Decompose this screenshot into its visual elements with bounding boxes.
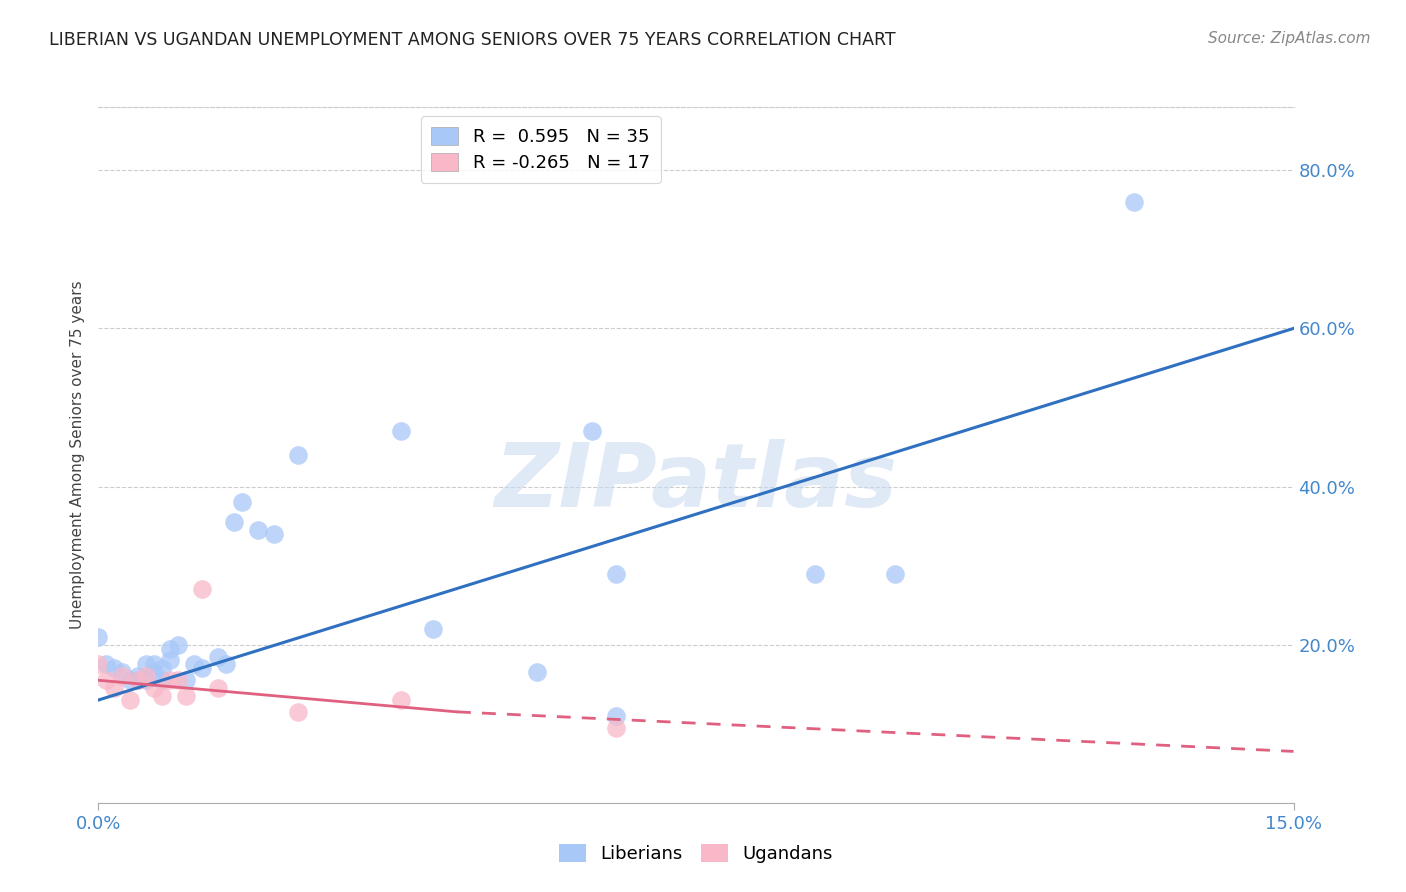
Point	[135, 657, 157, 672]
Point	[167, 638, 190, 652]
Point	[150, 673, 173, 688]
Point	[581, 424, 603, 438]
Point	[135, 673, 157, 688]
Point	[111, 669, 134, 683]
Point	[127, 673, 149, 688]
Point	[804, 566, 827, 581]
Point	[231, 495, 253, 509]
Point	[135, 669, 157, 683]
Point	[120, 673, 142, 688]
Point	[287, 705, 309, 719]
Y-axis label: Unemployment Among Seniors over 75 years: Unemployment Among Seniors over 75 years	[69, 281, 84, 629]
Point	[605, 566, 627, 581]
Point	[87, 657, 110, 672]
Point	[167, 673, 190, 688]
Point	[263, 527, 285, 541]
Point	[159, 641, 181, 656]
Point	[103, 661, 125, 675]
Point	[174, 673, 197, 688]
Point	[150, 689, 173, 703]
Point	[96, 657, 118, 672]
Legend: Liberians, Ugandans: Liberians, Ugandans	[553, 837, 839, 871]
Point	[127, 673, 149, 688]
Point	[222, 515, 245, 529]
Point	[215, 657, 238, 672]
Point	[159, 653, 181, 667]
Point	[143, 657, 166, 672]
Point	[143, 665, 166, 680]
Point	[191, 582, 214, 597]
Point	[1123, 194, 1146, 209]
Point	[207, 681, 229, 695]
Text: ZIPatlas: ZIPatlas	[495, 439, 897, 526]
Point	[159, 673, 181, 688]
Point	[884, 566, 907, 581]
Point	[127, 669, 149, 683]
Point	[605, 721, 627, 735]
Point	[174, 689, 197, 703]
Point	[191, 661, 214, 675]
Point	[150, 661, 173, 675]
Point	[246, 523, 269, 537]
Point	[389, 424, 412, 438]
Point	[526, 665, 548, 680]
Point	[87, 630, 110, 644]
Point	[120, 693, 142, 707]
Text: Source: ZipAtlas.com: Source: ZipAtlas.com	[1208, 31, 1371, 46]
Point	[422, 622, 444, 636]
Point	[103, 681, 125, 695]
Point	[287, 448, 309, 462]
Text: LIBERIAN VS UGANDAN UNEMPLOYMENT AMONG SENIORS OVER 75 YEARS CORRELATION CHART: LIBERIAN VS UGANDAN UNEMPLOYMENT AMONG S…	[49, 31, 896, 49]
Point	[207, 649, 229, 664]
Point	[111, 665, 134, 680]
Point	[143, 681, 166, 695]
Point	[389, 693, 412, 707]
Point	[96, 673, 118, 688]
Point	[183, 657, 205, 672]
Point	[605, 708, 627, 723]
